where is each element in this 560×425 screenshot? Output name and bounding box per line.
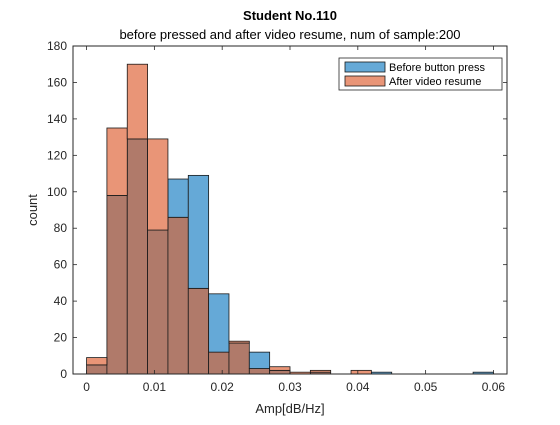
overlap-bar [208,351,230,375]
after-bar [269,366,291,371]
x-tick-label: 0.06 [482,380,506,394]
x-tick-label: 0 [83,380,90,394]
legend-label-after: After video resume [389,76,481,88]
x-tick-label: 0.04 [346,380,370,394]
before-bar [187,174,210,289]
overlap-bar [147,229,169,375]
overlap-bar [269,369,291,375]
after-bar [106,127,128,196]
x-axis-label: Amp[dB/Hz] [255,401,324,416]
y-tick-label: 120 [47,148,67,162]
overlap-bar [126,138,148,375]
after-series-bars [86,63,372,375]
overlap-bar [248,368,271,375]
y-axis-label: count [25,194,40,226]
after-bar [228,340,250,344]
y-tick-label: 40 [54,294,68,308]
overlap-bar [86,364,108,375]
overlap-bar [167,216,189,375]
x-tick-label: 0.05 [414,380,438,394]
y-tick-label: 80 [54,221,68,235]
after-bar [126,63,148,140]
chart-subtitle: before pressed and after video resume, n… [119,27,460,42]
legend: Before button press After video resume [338,57,503,91]
x-tick-label: 0.02 [211,380,235,394]
overlap-bar [106,195,128,375]
legend-swatch-after [344,75,386,87]
overlap-bar [228,342,250,375]
y-tick-label: 140 [47,112,67,126]
chart-title: Student No.110 [243,8,337,23]
after-bar [309,369,332,373]
after-bar [147,138,169,231]
y-tick-label: 160 [47,75,67,89]
y-tick-label: 0 [60,367,67,381]
legend-label-before: Before button press [389,62,486,74]
legend-swatch-before [344,61,386,73]
y-tick-label: 100 [47,185,67,199]
before-bar [248,351,271,369]
y-axis-ticks: 0 20 40 60 80 100 120 140 160 180 [47,39,507,381]
after-bar [350,369,372,375]
overlap-bars [86,138,332,375]
x-tick-label: 0.03 [278,380,302,394]
y-tick-label: 60 [54,258,68,272]
after-bar [86,357,108,366]
before-bar [167,178,189,218]
before-bar [208,293,230,353]
x-axis-ticks: 0 0.01 0.02 0.03 0.04 0.05 0.06 [83,46,505,394]
before-series-bars [167,174,494,375]
overlap-bar [187,287,210,375]
y-tick-label: 20 [54,331,68,345]
x-tick-label: 0.01 [143,380,167,394]
y-tick-label: 180 [47,39,67,53]
